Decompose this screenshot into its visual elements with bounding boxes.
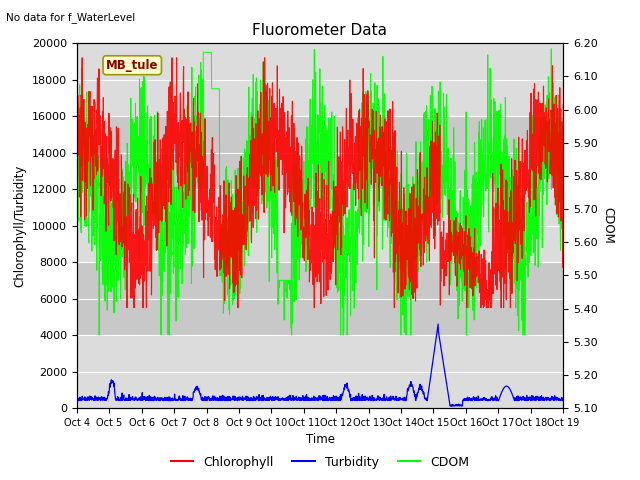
Y-axis label: CDOM: CDOM — [602, 207, 614, 244]
Bar — [77, 189, 563, 262]
Bar — [77, 335, 563, 408]
Bar — [77, 116, 563, 189]
X-axis label: Time: Time — [305, 433, 335, 446]
Legend: Chlorophyll, Turbidity, CDOM: Chlorophyll, Turbidity, CDOM — [166, 451, 474, 474]
Bar — [77, 262, 563, 335]
Y-axis label: Chlorophyll/Turbidity: Chlorophyll/Turbidity — [13, 165, 26, 287]
Title: Fluorometer Data: Fluorometer Data — [253, 23, 387, 38]
Text: No data for f_WaterLevel: No data for f_WaterLevel — [6, 12, 136, 23]
Text: MB_tule: MB_tule — [106, 59, 159, 72]
Bar — [77, 43, 563, 116]
